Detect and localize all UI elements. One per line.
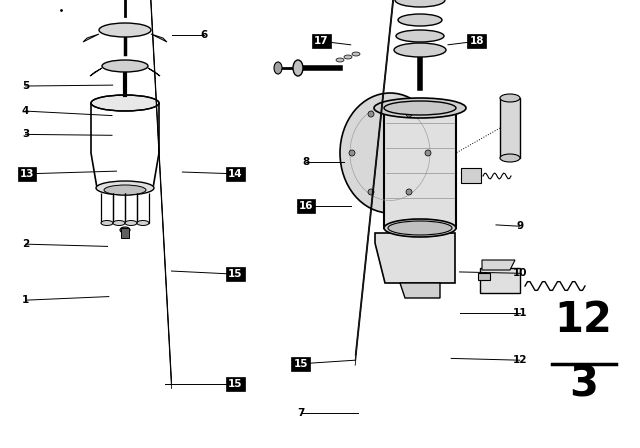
Text: 15: 15: [228, 379, 243, 389]
Text: 18: 18: [470, 36, 484, 46]
Ellipse shape: [394, 43, 446, 57]
Text: 12: 12: [513, 355, 527, 365]
Ellipse shape: [500, 94, 520, 102]
Ellipse shape: [137, 220, 149, 225]
Ellipse shape: [374, 98, 466, 118]
Ellipse shape: [344, 55, 352, 59]
Text: 3: 3: [22, 129, 29, 139]
Text: 4: 4: [22, 106, 29, 116]
Ellipse shape: [406, 111, 412, 117]
Polygon shape: [90, 68, 102, 76]
Text: 11: 11: [513, 308, 527, 318]
Text: 6: 6: [200, 30, 207, 40]
Ellipse shape: [368, 111, 374, 117]
Ellipse shape: [388, 221, 452, 235]
Ellipse shape: [125, 220, 137, 225]
Ellipse shape: [352, 52, 360, 56]
Text: 17: 17: [314, 36, 328, 46]
Ellipse shape: [102, 60, 148, 72]
Polygon shape: [400, 283, 440, 298]
Text: 2: 2: [22, 239, 29, 249]
Text: 1: 1: [22, 295, 29, 305]
Ellipse shape: [349, 150, 355, 156]
Ellipse shape: [91, 95, 159, 111]
Polygon shape: [384, 108, 456, 228]
Ellipse shape: [384, 101, 456, 115]
Text: 8: 8: [302, 157, 310, 167]
Ellipse shape: [500, 154, 520, 162]
Ellipse shape: [395, 0, 445, 7]
Polygon shape: [461, 168, 481, 183]
Ellipse shape: [396, 30, 444, 42]
Polygon shape: [500, 98, 520, 158]
Ellipse shape: [340, 93, 440, 213]
Text: 13: 13: [20, 169, 34, 179]
Polygon shape: [151, 34, 167, 42]
Polygon shape: [482, 260, 515, 270]
Polygon shape: [83, 34, 99, 42]
Polygon shape: [121, 228, 129, 238]
Ellipse shape: [96, 181, 154, 195]
Ellipse shape: [293, 60, 303, 76]
Text: 7: 7: [297, 408, 305, 418]
Text: 5: 5: [22, 81, 29, 91]
Text: 15: 15: [294, 359, 308, 369]
Ellipse shape: [120, 227, 130, 233]
Ellipse shape: [99, 23, 151, 37]
Ellipse shape: [336, 58, 344, 62]
Ellipse shape: [274, 62, 282, 74]
Polygon shape: [478, 273, 490, 280]
Polygon shape: [375, 233, 455, 283]
Text: 14: 14: [228, 169, 243, 179]
Polygon shape: [480, 268, 520, 293]
Ellipse shape: [406, 189, 412, 195]
Text: 10: 10: [513, 268, 527, 278]
Ellipse shape: [425, 150, 431, 156]
Ellipse shape: [104, 185, 146, 195]
Ellipse shape: [368, 189, 374, 195]
Ellipse shape: [113, 220, 125, 225]
Text: 12: 12: [555, 299, 612, 341]
Text: 3: 3: [569, 363, 598, 405]
Polygon shape: [148, 68, 160, 76]
Text: 16: 16: [299, 201, 313, 211]
Ellipse shape: [384, 219, 456, 237]
Ellipse shape: [101, 220, 113, 225]
Text: 9: 9: [516, 221, 524, 231]
Text: 15: 15: [228, 269, 243, 279]
Ellipse shape: [398, 14, 442, 26]
